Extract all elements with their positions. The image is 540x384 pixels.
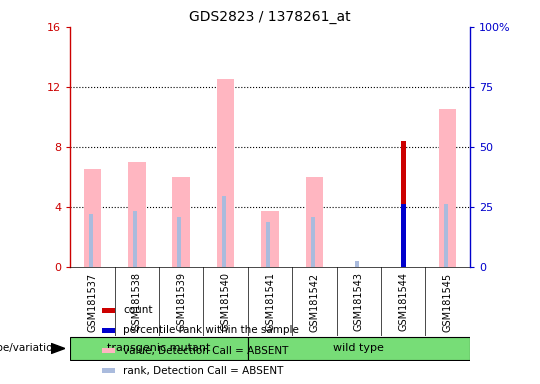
Title: GDS2823 / 1378261_at: GDS2823 / 1378261_at [189, 10, 351, 25]
Text: GSM181543: GSM181543 [354, 272, 364, 331]
Text: value, Detection Call = ABSENT: value, Detection Call = ABSENT [123, 346, 289, 356]
Bar [444, 204, 448, 267]
Bar [84, 169, 102, 267]
Bar [266, 222, 270, 267]
Bar [102, 308, 116, 313]
Text: transgenic mutant: transgenic mutant [107, 343, 211, 354]
Bar [310, 217, 315, 267]
Bar [261, 211, 279, 267]
Bar [102, 348, 116, 353]
Bar [355, 261, 359, 267]
Bar [401, 204, 406, 267]
Text: GSM181540: GSM181540 [221, 272, 231, 331]
Text: GSM181537: GSM181537 [87, 272, 97, 331]
Bar [102, 328, 116, 333]
Text: genotype/variation: genotype/variation [0, 343, 59, 354]
Text: GSM181538: GSM181538 [132, 272, 142, 331]
Bar [89, 214, 92, 267]
Text: GSM181539: GSM181539 [176, 272, 186, 331]
Bar [102, 368, 116, 373]
Bar [128, 162, 146, 267]
Bar [438, 109, 456, 267]
Bar [70, 337, 248, 360]
Text: GSM181541: GSM181541 [265, 272, 275, 331]
Bar [178, 217, 181, 267]
Text: GSM181545: GSM181545 [443, 272, 453, 331]
Bar [306, 177, 323, 267]
Bar [401, 141, 406, 267]
Text: rank, Detection Call = ABSENT: rank, Detection Call = ABSENT [123, 366, 284, 376]
Text: count: count [123, 305, 153, 315]
Text: GSM181544: GSM181544 [398, 272, 408, 331]
Text: wild type: wild type [333, 343, 384, 354]
Bar [248, 337, 470, 360]
Bar [222, 196, 226, 267]
Text: percentile rank within the sample: percentile rank within the sample [123, 325, 299, 335]
Polygon shape [51, 343, 65, 353]
Bar [172, 177, 190, 267]
Bar [133, 211, 137, 267]
Text: GSM181542: GSM181542 [309, 272, 319, 331]
Bar [217, 79, 234, 267]
